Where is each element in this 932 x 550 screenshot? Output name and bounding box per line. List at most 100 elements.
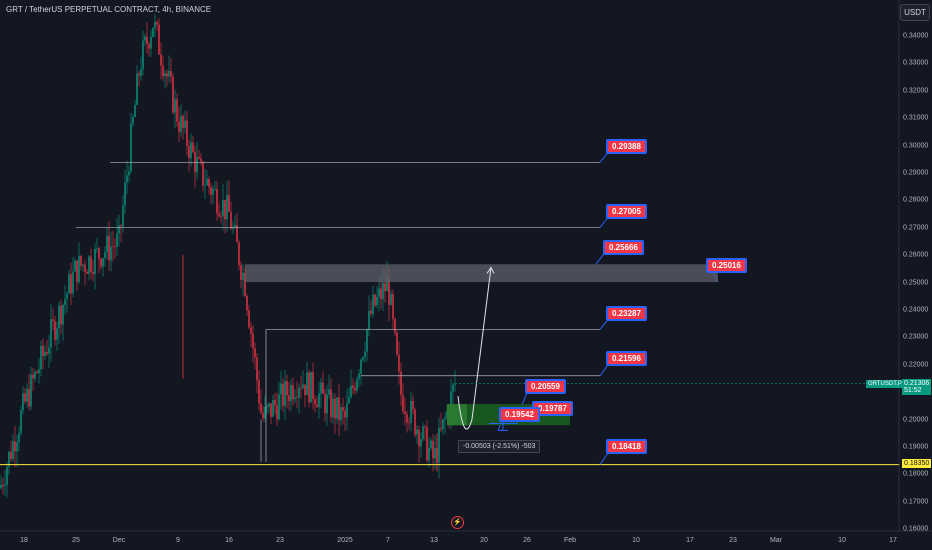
candle-body bbox=[198, 157, 200, 159]
candle-body bbox=[16, 442, 18, 452]
candle-body bbox=[266, 406, 268, 408]
candle-body bbox=[144, 36, 146, 41]
price-tick: 0.17000 bbox=[903, 498, 929, 506]
support-price-tag: 0.18350 bbox=[902, 459, 932, 468]
candle-body bbox=[160, 54, 162, 66]
candle-body bbox=[8, 451, 10, 467]
candle-body bbox=[322, 382, 324, 394]
candle-body bbox=[60, 305, 62, 325]
candle-body bbox=[2, 484, 4, 487]
candle-body bbox=[438, 428, 440, 463]
candle-body bbox=[58, 305, 60, 329]
candle-body bbox=[346, 403, 348, 418]
time-tick: 10 bbox=[632, 537, 640, 544]
candle-body bbox=[300, 387, 302, 389]
time-tick: 17 bbox=[889, 537, 897, 544]
candle-body bbox=[72, 271, 74, 294]
candle-body bbox=[330, 389, 332, 418]
candle-body bbox=[264, 406, 266, 419]
candle-body bbox=[84, 264, 86, 272]
candle-body bbox=[274, 400, 276, 406]
candle-body bbox=[180, 116, 182, 132]
level-label[interactable]: 0.23287 bbox=[606, 306, 647, 321]
candle-body bbox=[376, 296, 378, 306]
candle-body bbox=[392, 293, 394, 319]
candle-body bbox=[238, 242, 240, 266]
candle-body bbox=[384, 282, 386, 292]
arrow-head bbox=[486, 266, 495, 274]
candle-body bbox=[256, 357, 258, 381]
candle-body bbox=[298, 387, 300, 398]
candle-body bbox=[340, 407, 342, 421]
candle-body bbox=[166, 73, 168, 77]
candle-body bbox=[316, 404, 318, 408]
candle-body bbox=[204, 185, 206, 186]
candle-body bbox=[150, 36, 152, 49]
candle-body bbox=[320, 382, 322, 394]
level-label[interactable]: 0.21596 bbox=[606, 351, 647, 366]
candle-body bbox=[336, 397, 338, 419]
candle-body bbox=[282, 383, 284, 406]
candle-body bbox=[62, 304, 64, 325]
candle-body bbox=[358, 373, 360, 380]
lightning-icon[interactable]: ⚡ bbox=[451, 516, 464, 529]
candle-body bbox=[44, 352, 46, 356]
level-label[interactable]: 0.27005 bbox=[606, 204, 647, 219]
time-tick: 10 bbox=[838, 537, 846, 544]
candle-body bbox=[354, 387, 356, 391]
time-tick: Dec bbox=[112, 537, 126, 544]
candle-body bbox=[430, 440, 432, 448]
candle-body bbox=[74, 260, 76, 272]
candle-body bbox=[30, 374, 32, 407]
resistance-zone bbox=[245, 264, 718, 283]
candle-body bbox=[82, 264, 84, 266]
level-label[interactable]: 0.29388 bbox=[606, 139, 647, 154]
level-label[interactable]: 0.20559 bbox=[525, 379, 566, 394]
candle-body bbox=[142, 40, 144, 70]
candle-body bbox=[378, 288, 380, 297]
candle-body bbox=[126, 175, 128, 183]
candle-body bbox=[212, 189, 214, 195]
candle-body bbox=[362, 357, 364, 360]
current-price: 0.21306 bbox=[904, 380, 930, 387]
candle-body bbox=[38, 369, 40, 374]
candle-body bbox=[56, 328, 58, 340]
candle-body bbox=[80, 256, 82, 266]
candle-body bbox=[78, 256, 80, 282]
candle-body bbox=[64, 299, 66, 305]
candle-body bbox=[90, 256, 92, 273]
price-tick: 0.30000 bbox=[903, 142, 929, 150]
candle-body bbox=[244, 272, 246, 296]
candle-body bbox=[432, 440, 434, 459]
candle-body bbox=[134, 104, 136, 117]
candle-body bbox=[120, 225, 122, 227]
candle-body bbox=[228, 194, 230, 212]
candle-body bbox=[76, 260, 78, 282]
candle-body bbox=[338, 397, 340, 421]
level-label[interactable]: 0.18418 bbox=[606, 439, 647, 454]
candle-body bbox=[176, 99, 178, 122]
candle-body bbox=[236, 224, 238, 243]
candle-body bbox=[88, 256, 90, 274]
candle-body bbox=[414, 409, 416, 435]
time-tick: 25 bbox=[72, 537, 80, 544]
level-label[interactable]: 0.25666 bbox=[603, 240, 644, 255]
candle-body bbox=[396, 332, 398, 355]
price-tick: 0.20000 bbox=[903, 416, 929, 424]
price-tick: 0.29000 bbox=[903, 169, 929, 177]
candle-body bbox=[20, 410, 22, 434]
candle-body bbox=[216, 188, 218, 214]
measure-label[interactable]: -0.00503 (-2.51%) -503 bbox=[458, 440, 541, 453]
price-tick: 0.34000 bbox=[903, 32, 929, 40]
price-tick: 0.31000 bbox=[903, 114, 929, 122]
time-tick: 2025 bbox=[337, 537, 353, 544]
candle-body bbox=[230, 211, 232, 229]
level-label[interactable]: 0.25016 bbox=[706, 258, 747, 273]
currency-button[interactable]: USDT bbox=[900, 4, 930, 21]
time-tick: 9 bbox=[176, 537, 180, 544]
candle-body bbox=[36, 371, 38, 374]
level-label[interactable]: 0.19542 bbox=[499, 407, 540, 422]
candle-body bbox=[190, 142, 192, 158]
candle-body bbox=[422, 426, 424, 440]
